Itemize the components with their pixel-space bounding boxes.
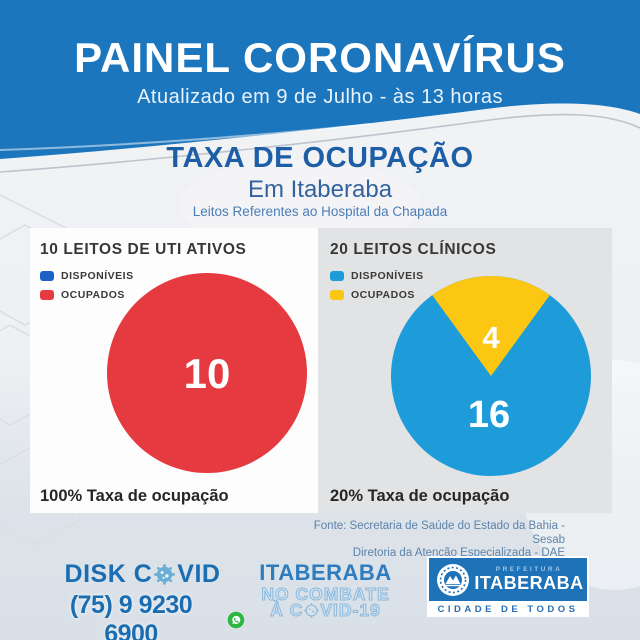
uti-pie-chart: 10 <box>107 273 307 473</box>
virus-icon <box>304 602 320 618</box>
logo-texts: PREFEITURA ITABERABA <box>471 566 587 594</box>
section-title: TAXA DE OCUPAÇÃO <box>166 142 474 174</box>
uti-pie-value-label: 10 <box>184 350 231 397</box>
section-subtitle: Em Itaberaba <box>247 176 393 203</box>
disk-covid-title: DISK C VID <box>40 560 245 589</box>
clinicos-panel-title: 20 LEITOS CLÍNICOS <box>330 241 497 258</box>
section-note: Leitos Referentes ao Hospital da Chapada <box>192 204 448 219</box>
legend-label-disponiveis: DISPONÍVEIS <box>351 270 424 282</box>
data-source: Fonte: Secretaria de Saúde do Estado da … <box>310 520 565 561</box>
legend-item-ocupados: OCUPADOS <box>40 289 134 301</box>
campaign-line3-part1: À C <box>270 600 304 620</box>
phone-row: (75) 9 9230 6900 <box>40 591 245 640</box>
clinicos-pie-occupied-label: 4 <box>482 320 500 355</box>
legend-label-ocupados: OCUPADOS <box>351 289 415 301</box>
disk-covid-block: DISK C VID (75) 9 9230 6900 <box>40 560 245 640</box>
clinicos-occupancy-rate: 20% Taxa de ocupação <box>330 487 510 505</box>
disk-covid-title-part1: DISK C <box>64 560 153 588</box>
legend-swatch-disponiveis <box>40 271 54 281</box>
campaign-city: ITABERABA <box>259 560 392 585</box>
disk-covid-phone: (75) 9 9230 6900 <box>69 591 193 640</box>
logo-prefeitura-label: PREFEITURA <box>495 565 563 573</box>
city-seal-icon <box>437 563 469 596</box>
clinicos-legend: DISPONÍVEIS OCUPADOS <box>330 270 424 301</box>
header-background-wave <box>0 0 640 173</box>
campaign-line2: NO COMBATE <box>261 584 390 604</box>
legend-swatch-ocupados <box>40 290 54 300</box>
legend-label-ocupados: OCUPADOS <box>61 289 125 301</box>
updated-timestamp: Atualizado em 9 de Julho - às 13 horas <box>137 86 503 108</box>
legend-item-ocupados: OCUPADOS <box>330 289 424 301</box>
uti-pie-occupied-slice <box>107 273 307 473</box>
uti-panel-title: 10 LEITOS DE UTI ATIVOS <box>40 241 247 258</box>
page-title: PAINEL CORONAVÍRUS <box>74 34 566 81</box>
legend-item-disponiveis: DISPONÍVEIS <box>40 270 134 282</box>
uti-beds-panel: 10 LEITOS DE UTI ATIVOS DISPONÍVEIS OCUP… <box>30 228 318 513</box>
whatsapp-icon <box>227 611 245 629</box>
prefeitura-logo-card: PREFEITURA ITABERABA CIDADE DE TODOS <box>427 556 589 617</box>
prefeitura-logo: PREFEITURA ITABERABA <box>429 558 587 601</box>
clinical-beds-panel: 20 LEITOS CLÍNICOS DISPONÍVEIS OCUPADOS … <box>318 228 612 513</box>
campaign-block: ITABERABA NO COMBATE À C VID-19 <box>248 560 403 620</box>
legend-swatch-ocupados <box>330 290 344 300</box>
legend-swatch-disponiveis <box>330 271 344 281</box>
logo-tagline: CIDADE DE TODOS <box>437 604 579 615</box>
legend-label-disponiveis: DISPONÍVEIS <box>61 270 134 282</box>
uti-legend: DISPONÍVEIS OCUPADOS <box>40 270 134 301</box>
legend-item-disponiveis: DISPONÍVEIS <box>330 270 424 282</box>
uti-occupancy-rate: 100% Taxa de ocupação <box>40 487 229 505</box>
logo-city-name: ITABERABA <box>474 572 584 593</box>
clinicos-pie-chart: 4 16 <box>391 275 591 476</box>
clinicos-pie-occupied-slice <box>432 275 550 376</box>
campaign-line3: À C VID-19 <box>248 600 403 620</box>
disk-covid-title-part2: VID <box>177 560 221 588</box>
campaign-line3-part2: VID-19 <box>320 600 381 620</box>
data-source-line1: Fonte: Secretaria de Saúde do Estado da … <box>313 520 565 546</box>
clinicos-pie-available-label: 16 <box>468 394 510 436</box>
virus-icon <box>154 564 176 585</box>
